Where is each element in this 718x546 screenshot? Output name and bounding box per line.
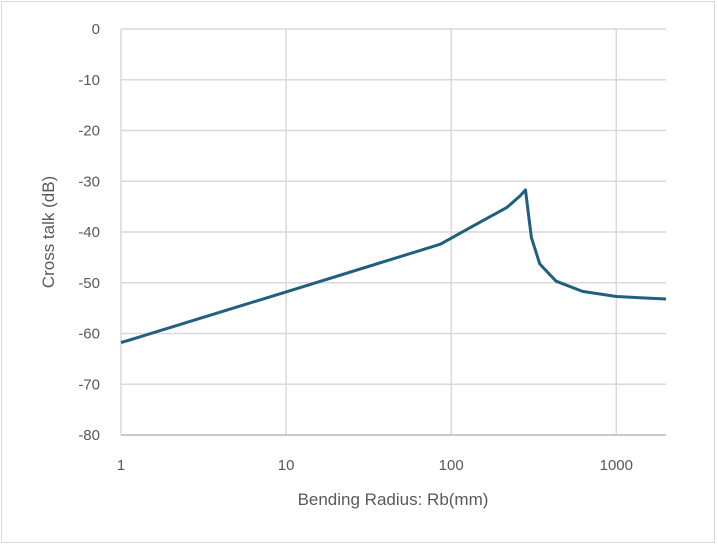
y-tick-label: -30	[78, 173, 100, 190]
y-tick-label: -40	[78, 224, 100, 241]
series-line	[120, 188, 667, 345]
y-tick-label: -20	[78, 123, 100, 140]
y-tick-label: -60	[78, 326, 100, 343]
y-tick-label: 0	[92, 21, 100, 38]
x-axis-label: Bending Radius: Rb(mm)	[298, 490, 489, 509]
y-tick-label: -10	[78, 72, 100, 89]
x-tick-label: 1	[117, 457, 125, 474]
y-axis-label: Cross talk (dB)	[39, 176, 58, 288]
y-tick-label: -70	[78, 376, 100, 393]
tick-labels: 0 -10 -20 -30 -40 -50 -60 -70 -80 1 10 100 1000	[78, 21, 633, 474]
y-tick-label: -80	[78, 427, 100, 444]
x-tick-label: 100	[439, 457, 464, 474]
y-tick-label: -50	[78, 275, 100, 292]
x-tick-label: 1000	[600, 457, 633, 474]
gridlines	[120, 28, 666, 436]
series-layer	[120, 188, 667, 345]
x-tick-label: 10	[278, 457, 295, 474]
